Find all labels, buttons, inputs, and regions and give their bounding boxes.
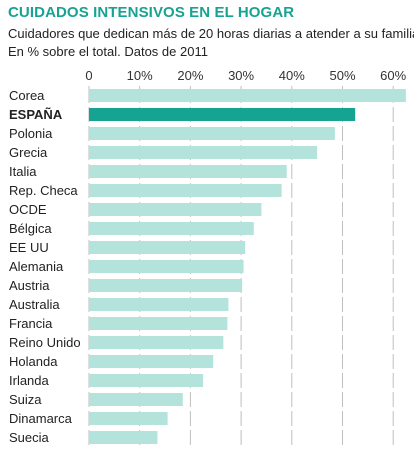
row-separator [6,350,410,354]
bar-austria [89,279,243,292]
category-labels: Corea ESPAÑA Polonia Grecia Italia Rep. Checa… [9,88,81,445]
bar-suiza [89,393,183,406]
bar-alemania [89,260,244,273]
x-tick-label: 10% [127,68,153,83]
subtitle-line-2: En % sobre el total. Datos de 2011 [8,44,208,59]
bar-ocde [89,203,262,216]
category-label: Polonia [9,126,53,141]
bar-reino-unido [89,336,224,349]
bar-rep-checa [89,184,282,197]
chart-title: CUIDADOS INTENSIVOS EN EL HOGAR [8,4,295,21]
row-separator [6,312,410,316]
category-label: Suiza [9,392,42,407]
bar-grecia [89,146,318,159]
row-separator [6,217,410,221]
bar-espa-a [89,108,356,121]
row-separator [6,141,410,145]
row-separator [6,179,410,183]
row-separator [6,274,410,278]
x-axis-ticks: 0 10% 20% 30% 40% 50% 60% [85,68,406,83]
category-label: Holanda [9,354,58,369]
category-label: Bélgica [9,221,52,236]
row-separator [6,426,410,430]
row-separator [6,236,410,240]
row-separator [6,103,410,107]
category-label: Francia [9,316,53,331]
row-separator [6,160,410,164]
category-label: Dinamarca [9,411,73,426]
bar-b-lgica [89,222,254,235]
bar-polonia [89,127,335,140]
bar-suecia [89,431,158,444]
x-tick-label: 30% [228,68,254,83]
bar-ee-uu [89,241,246,254]
subtitle-line-1: Cuidadores que dedican más de 20 horas d… [8,26,414,41]
row-separator [6,445,410,449]
row-separator [6,198,410,202]
category-label: Suecia [9,430,50,445]
bars [89,89,406,444]
bar-irlanda [89,374,204,387]
chart-subtitle: Cuidadores que dedican más de 20 horas d… [8,25,414,61]
row-separator [6,122,410,126]
x-tick-label: 50% [329,68,355,83]
bar-australia [89,298,229,311]
category-label: Alemania [9,259,64,274]
bar-holanda [89,355,214,368]
x-tick-label: 40% [279,68,305,83]
bar-dinamarca [89,412,168,425]
category-label: Italia [9,164,37,179]
x-tick-label: 0 [85,68,92,83]
row-separator [6,369,410,373]
category-label: Grecia [9,145,48,160]
category-label: Austria [9,278,50,293]
row-bands [6,103,410,449]
row-separator [6,331,410,335]
category-label: Reino Unido [9,335,81,350]
category-label: ESPAÑA [9,107,63,122]
row-separator [6,255,410,259]
category-label: Corea [9,88,45,103]
category-label: Australia [9,297,60,312]
category-label: Rep. Checa [9,183,78,198]
category-label: EE UU [9,240,49,255]
row-separator [6,293,410,297]
category-label: Irlanda [9,373,50,388]
bar-corea [89,89,406,102]
bar-italia [89,165,287,178]
category-label: OCDE [9,202,47,217]
x-tick-label: 60% [380,68,406,83]
row-separator [6,388,410,392]
bar-francia [89,317,228,330]
x-tick-label: 20% [177,68,203,83]
row-separator [6,407,410,411]
